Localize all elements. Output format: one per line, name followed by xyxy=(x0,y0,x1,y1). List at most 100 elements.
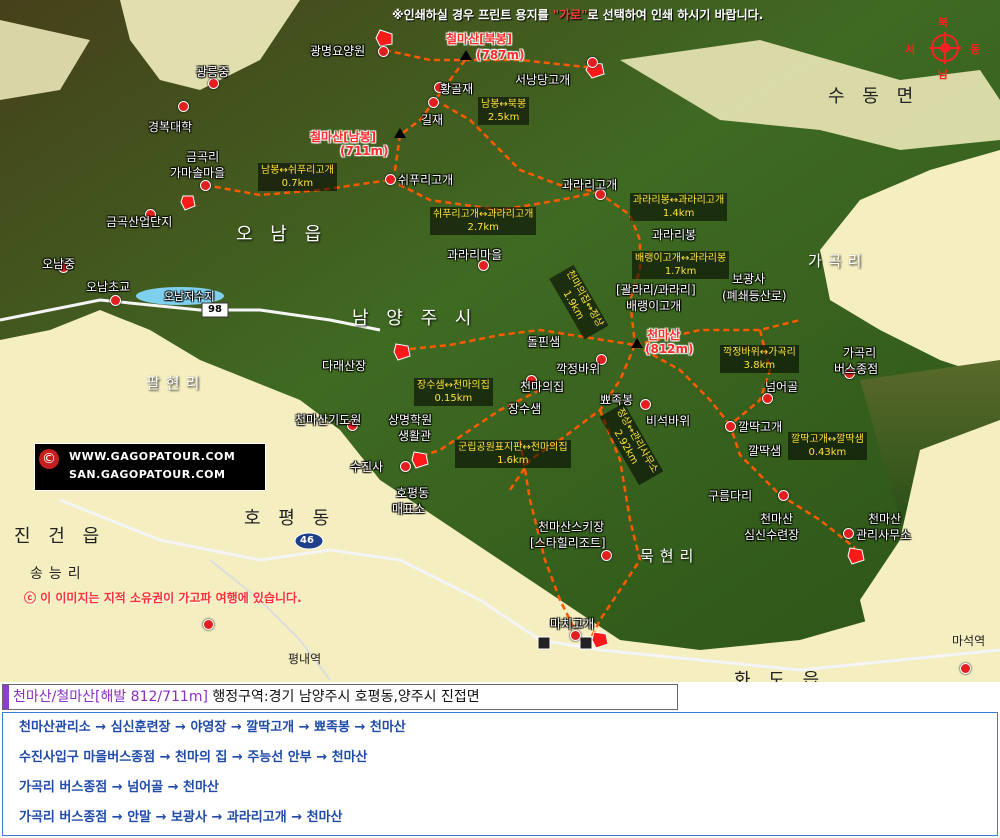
segment-label: 남봉↔북봉 2.5km xyxy=(478,97,530,125)
label-gwangmyeong: 광명요양원 xyxy=(310,44,366,58)
peak-cheonma-height: (812m) xyxy=(645,342,694,356)
label-pyeongnae: 평내역 xyxy=(288,652,322,666)
valley-northwest xyxy=(120,0,300,90)
peak-cheonma-triangle xyxy=(631,338,643,348)
label-gagok-bus-2: 버스종점 xyxy=(834,362,879,376)
road-pyeongnae xyxy=(209,559,331,681)
label-gagok-bus-1: 가곡리 xyxy=(843,346,877,360)
label-neomeogol: 넘어골 xyxy=(765,380,799,394)
label-geumgok-ind: 금곡산업단지 xyxy=(106,215,173,229)
map-canvas: ※인쇄하실 경우 프린트 용지를 "가로"로 선택하여 인쇄 하시기 바랍니다.… xyxy=(0,0,1000,682)
label-hwanggol: 황골재 xyxy=(440,82,474,96)
marker-dot xyxy=(178,101,189,112)
label-boggwang-1: 보광사 xyxy=(732,272,766,286)
segment-label: 깍정바위↔가곡리 3.8km xyxy=(720,345,799,373)
label-dolpansem: 돌핀샘 xyxy=(527,335,561,349)
label-kkaldduk-pass: 깔딱고개 xyxy=(738,420,783,434)
segment-label: 남봉↔쉬푸리고개 0.7km xyxy=(258,163,337,191)
label-gwarari-bracket: [괄라리/과라리] xyxy=(616,283,696,297)
label-gwangneungjung: 광릉중 xyxy=(196,65,230,79)
label-geumgok-1: 금곡리 xyxy=(186,150,220,164)
marker-dot xyxy=(478,260,489,271)
marker-dot xyxy=(208,78,219,89)
road-98-line xyxy=(0,298,381,332)
marker-dot xyxy=(640,399,651,410)
label-biseok: 비석바위 xyxy=(646,414,691,428)
road-98-number: 98 xyxy=(208,304,222,315)
marker-dot xyxy=(596,354,607,365)
area-namyang: 남 양 주 시 xyxy=(352,308,478,329)
marker-dot xyxy=(400,461,411,472)
label-ski-2: [스타힐리조트] xyxy=(530,536,606,550)
marker-dot xyxy=(526,375,537,386)
marker-dot xyxy=(385,174,396,185)
label-giljae: 길재 xyxy=(421,113,444,127)
label-onamjung: 오남중 xyxy=(42,257,76,271)
segment-label: 군립공원표지판↔천마의집 1.6km xyxy=(455,440,571,468)
label-sanyang-1: 상명학원 xyxy=(388,413,433,427)
label-cheonma-office-2: 관리사무소 xyxy=(856,528,912,542)
admin-region: 행정구역:경기 남양주시 호평동,양주시 진접면 xyxy=(207,689,480,705)
label-cheonma-camp-2: 심신수련장 xyxy=(744,528,800,542)
logo-url-2: SAN.GAGOPATOUR.COM xyxy=(69,468,226,481)
peak-south-height: (711m) xyxy=(340,144,389,158)
compass-west: 서 xyxy=(905,43,916,56)
marker-dot xyxy=(428,97,439,108)
marker-dot xyxy=(844,368,855,379)
label-kkaldduk-saem: 깔딱샘 xyxy=(748,444,782,458)
label-gureumdari: 구름다리 xyxy=(708,489,753,503)
segment-label: 배랭이고개↔과라리봉 1.7km xyxy=(632,251,730,279)
route-item: 수진사입구 마을버스종점 → 천마의 집 → 주능선 안부 → 천마산 xyxy=(19,750,368,765)
label-bbyeojokbong: 뾰족봉 xyxy=(600,393,634,407)
peak-south-name: 철마산[남봉] xyxy=(310,130,377,144)
marker-dot xyxy=(601,550,612,561)
label-machigogae: 마치고개 xyxy=(550,617,595,631)
marker-dot xyxy=(587,57,598,68)
label-hopyeong-2: 매표소 xyxy=(392,502,426,516)
trail-lines xyxy=(204,48,856,641)
mountain-info-bar: 천마산/철마산[해발 812/711m] 행정구역:경기 남양주시 호평동,양주… xyxy=(2,684,678,710)
area-hopyeong: 호 평 동 xyxy=(244,508,336,529)
compass-north: 북 xyxy=(938,16,949,29)
area-sudong: 수 동 면 xyxy=(828,86,920,107)
label-gwarari-pass: 과라리고개 xyxy=(562,178,618,192)
marker-dot xyxy=(200,180,211,191)
tunnel-left xyxy=(537,636,551,650)
marker-dot xyxy=(595,189,606,200)
label-cheonmauijip: 천마의집 xyxy=(520,380,565,394)
segment-label: 장수샘↔천마의집 0.15km xyxy=(414,378,493,406)
label-gwaraibong: 과라리봉 xyxy=(652,228,697,242)
label-maseok: 마석역 xyxy=(952,634,986,648)
label-boggwang-2: (폐쇄등산로) xyxy=(722,289,787,303)
label-cheonma-camp-1: 천마산 xyxy=(760,512,794,526)
logo-url-1: WWW.GAGOPATOUR.COM xyxy=(69,450,236,463)
compass-icon xyxy=(929,32,961,64)
label-cheonma-edu: 천마산기도원 xyxy=(295,413,362,427)
area-mukhyeon: 묵현리 xyxy=(640,547,700,565)
peak-north-height: (787m) xyxy=(476,48,525,62)
compass-south: 남 xyxy=(938,68,949,81)
plain-southeast xyxy=(860,420,1000,682)
marker-dot xyxy=(347,420,358,431)
area-gagok: 가곡리 xyxy=(808,252,868,270)
road-98-shield xyxy=(201,302,229,318)
info-bar-accent xyxy=(3,685,9,709)
tunnel-right xyxy=(579,636,593,650)
label-swipuri: 쉬푸리고개 xyxy=(398,173,454,187)
label-gyeongbok: 경복대학 xyxy=(148,120,193,134)
label-gakjeong: 깍정바위 xyxy=(556,362,601,376)
print-notice: ※인쇄하실 경우 프린트 용지를 "가로"로 선택하여 인쇄 하시기 바랍니다. xyxy=(392,8,764,22)
road-46-shield xyxy=(294,532,324,550)
area-songneung: 송능리 xyxy=(30,566,87,582)
peak-north-triangle xyxy=(460,50,472,60)
marker-dot xyxy=(570,630,581,641)
label-cheonma-office-1: 천마산 xyxy=(868,512,902,526)
label-geumgok-2: 가마솔마을 xyxy=(170,166,226,180)
reservoir-shape xyxy=(136,287,224,305)
label-gwarari-village: 과라리마을 xyxy=(447,248,503,262)
area-palhyeon: 팔현리 xyxy=(146,374,206,392)
marker-dot xyxy=(110,295,121,306)
marker-dot xyxy=(960,663,971,674)
marker-dot xyxy=(58,262,69,273)
area-hwado: 화 도 읍 xyxy=(734,670,826,682)
